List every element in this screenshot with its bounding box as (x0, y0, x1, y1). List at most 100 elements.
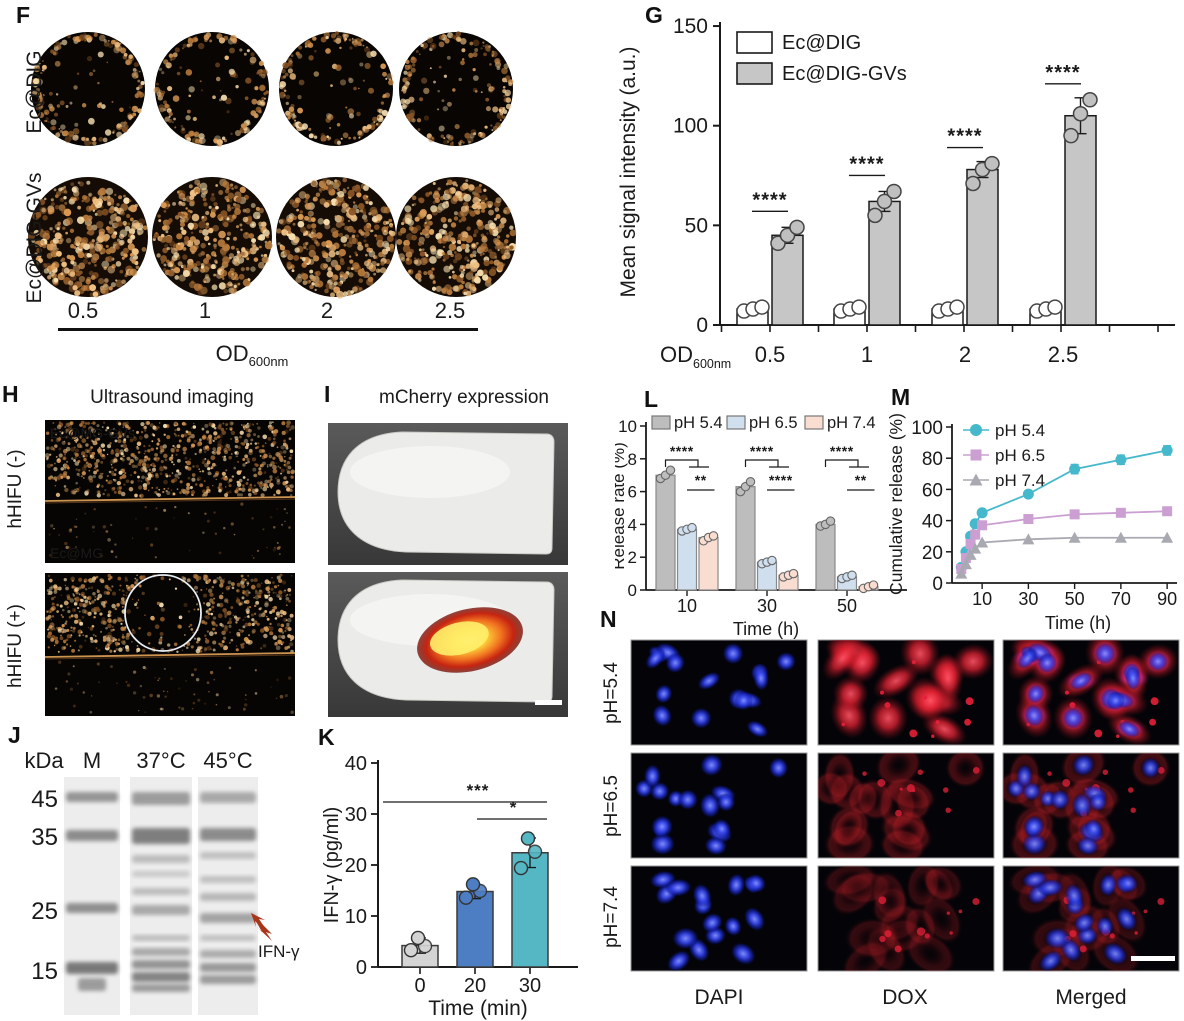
svg-text:Ec@DIG-GVs: Ec@DIG-GVs (782, 63, 907, 85)
svg-text:pH 7.4: pH 7.4 (995, 471, 1045, 490)
svg-text:25: 25 (31, 898, 58, 925)
panel-H-ultrasound-images: Ec@MG-GVs Ec@MG (44, 420, 296, 716)
svg-text:M: M (83, 748, 101, 773)
panel-F-row-label-ecdig: Ec@DIG (23, 50, 46, 134)
svg-text:40: 40 (922, 512, 943, 533)
svg-text:20: 20 (922, 543, 943, 564)
svg-text:10: 10 (345, 906, 367, 928)
panel-N-col-label-dox: DOX (882, 986, 928, 1009)
od-text: OD (215, 341, 249, 366)
svg-text:OD: OD (660, 342, 693, 367)
scale-bar (535, 700, 562, 705)
svg-text:****: **** (830, 443, 854, 459)
fluorescence-image (1007, 866, 1165, 971)
panel-N-row-label-ph74: pH=7.4 (601, 886, 622, 948)
svg-text:50: 50 (685, 214, 708, 237)
panel-J-gel: kDa M 37°C 45°C 45 35 25 15 IFN-γ (24, 748, 300, 1015)
svg-text:****: **** (769, 472, 793, 488)
svg-text:50: 50 (1065, 589, 1085, 609)
svg-text:100: 100 (673, 115, 708, 138)
bar (698, 536, 719, 591)
svg-text:Mean signal intensity (a.u.): Mean signal intensity (a.u.) (617, 47, 640, 298)
svg-text:IFN-γ: IFN-γ (258, 942, 300, 961)
svg-text:Ec@MG: Ec@MG (50, 545, 103, 561)
svg-text:kDa: kDa (24, 748, 64, 773)
panel-F-ultrasound-wells (27, 31, 517, 299)
bar (735, 486, 756, 591)
fluorescence-image (635, 754, 789, 856)
bar-ecdig-gvs (966, 168, 999, 326)
fluorescence-image (818, 753, 986, 858)
panel-I-title: mCherry expression (379, 387, 549, 408)
svg-text:**: ** (695, 472, 707, 488)
svg-text:pH 6.5: pH 6.5 (749, 414, 798, 432)
svg-text:Time (h): Time (h) (1045, 613, 1111, 633)
svg-text:2: 2 (959, 342, 971, 367)
panel-letter-I: I (324, 381, 331, 407)
svg-text:8: 8 (628, 450, 637, 469)
panel-F-axis-label: OD600nm (216, 341, 289, 369)
svg-text:100: 100 (911, 418, 943, 439)
svg-text:30: 30 (345, 804, 367, 826)
svg-text:Cumulative release (%): Cumulative release (%) (886, 413, 906, 595)
svg-text:Ec@DIG: Ec@DIG (782, 32, 861, 54)
svg-text:Time (min): Time (min) (428, 997, 528, 1020)
panel-letter-F: F (16, 2, 31, 28)
svg-text:30: 30 (1018, 589, 1038, 609)
series-line (960, 536, 1168, 575)
svg-text:Release rate (%): Release rate (%) (615, 442, 628, 570)
svg-text:0.5: 0.5 (755, 342, 786, 367)
svg-text:pH 5.4: pH 5.4 (674, 414, 723, 432)
bar (655, 474, 676, 591)
svg-text:70: 70 (1111, 589, 1131, 609)
panel-N-col-label-merged: Merged (1055, 986, 1127, 1009)
fluorescence-image (822, 866, 980, 971)
svg-text:600nm: 600nm (693, 357, 731, 371)
panel-F-axis-line (58, 328, 478, 331)
svg-text:Time (h): Time (h) (733, 619, 799, 639)
svg-text:20: 20 (345, 855, 367, 877)
panel-letter-N: N (600, 606, 617, 632)
bar (676, 528, 698, 591)
svg-text:***: *** (467, 781, 490, 800)
svg-text:2.5: 2.5 (1048, 342, 1079, 367)
series-line (960, 510, 1168, 570)
panel-F-col-label: 1 (198, 298, 212, 323)
panel-F-row-label-ecdiggvs: Ec@DIG-GVs (23, 172, 46, 304)
svg-text:6: 6 (628, 483, 637, 502)
panel-H-title: Ultrasound imaging (90, 387, 254, 408)
panel-letter-L: L (644, 386, 659, 412)
svg-text:****: **** (752, 189, 787, 211)
svg-text:10: 10 (618, 417, 637, 436)
svg-text:35: 35 (31, 824, 58, 851)
series-line (960, 449, 1168, 568)
panel-letter-K: K (318, 724, 335, 750)
svg-text:0: 0 (696, 314, 708, 337)
panel-H-row-label-hhifu-minus: hHIFU (-) (5, 449, 26, 529)
panel-N-row-label-ph54: pH=5.4 (601, 662, 622, 724)
svg-text:0: 0 (932, 574, 943, 595)
panel-letter-M: M (891, 384, 911, 410)
svg-text:*: * (510, 798, 517, 817)
svg-text:****: **** (1045, 62, 1080, 84)
panel-H-row-label-hhifu-plus: hHIFU (+) (5, 604, 26, 688)
svg-text:Ec@MG-GVs: Ec@MG-GVs (50, 425, 135, 441)
svg-text:1: 1 (861, 342, 873, 367)
scale-bar (1131, 956, 1175, 961)
panel-I-mcherry-images (328, 423, 568, 717)
panel-N-fluorescence-grid (630, 639, 1180, 972)
panel-F-col-label: 2 (320, 298, 334, 323)
panel-M-line-chart: 0 20 40 60 80 100 10 30 50 70 90 Cumulative release… (886, 413, 1177, 633)
svg-text:37°C: 37°C (136, 748, 185, 773)
svg-text:80: 80 (922, 449, 943, 470)
panel-letter-J: J (8, 722, 21, 748)
panel-L-bar-chart: 0 2 4 6 8 10 Release rate (%) 10 30 50 Time (h) pH … (615, 414, 907, 639)
svg-text:45°C: 45°C (203, 748, 252, 773)
svg-text:pH 6.5: pH 6.5 (995, 446, 1045, 465)
panel-letter-H: H (2, 381, 19, 407)
svg-text:20: 20 (464, 975, 486, 997)
svg-text:IFN-γ (pg/ml): IFN-γ (pg/ml) (321, 807, 343, 924)
svg-text:0: 0 (414, 975, 425, 997)
